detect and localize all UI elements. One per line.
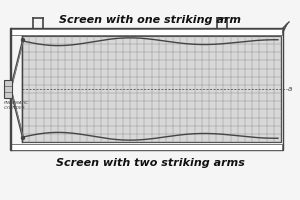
Circle shape (22, 136, 25, 140)
Bar (22, 36, 281, 142)
Bar (4, 80, 12, 98)
Text: Screen with two striking arms: Screen with two striking arms (56, 158, 244, 168)
Bar (10, 28, 283, 150)
Circle shape (22, 38, 25, 42)
Text: Screen with one striking arm: Screen with one striking arm (59, 15, 241, 25)
Bar (11, 28, 282, 34)
Bar (11, 144, 282, 150)
Text: a: a (288, 86, 292, 92)
Text: PNEUMATIC
CYLINDER: PNEUMATIC CYLINDER (4, 101, 29, 110)
